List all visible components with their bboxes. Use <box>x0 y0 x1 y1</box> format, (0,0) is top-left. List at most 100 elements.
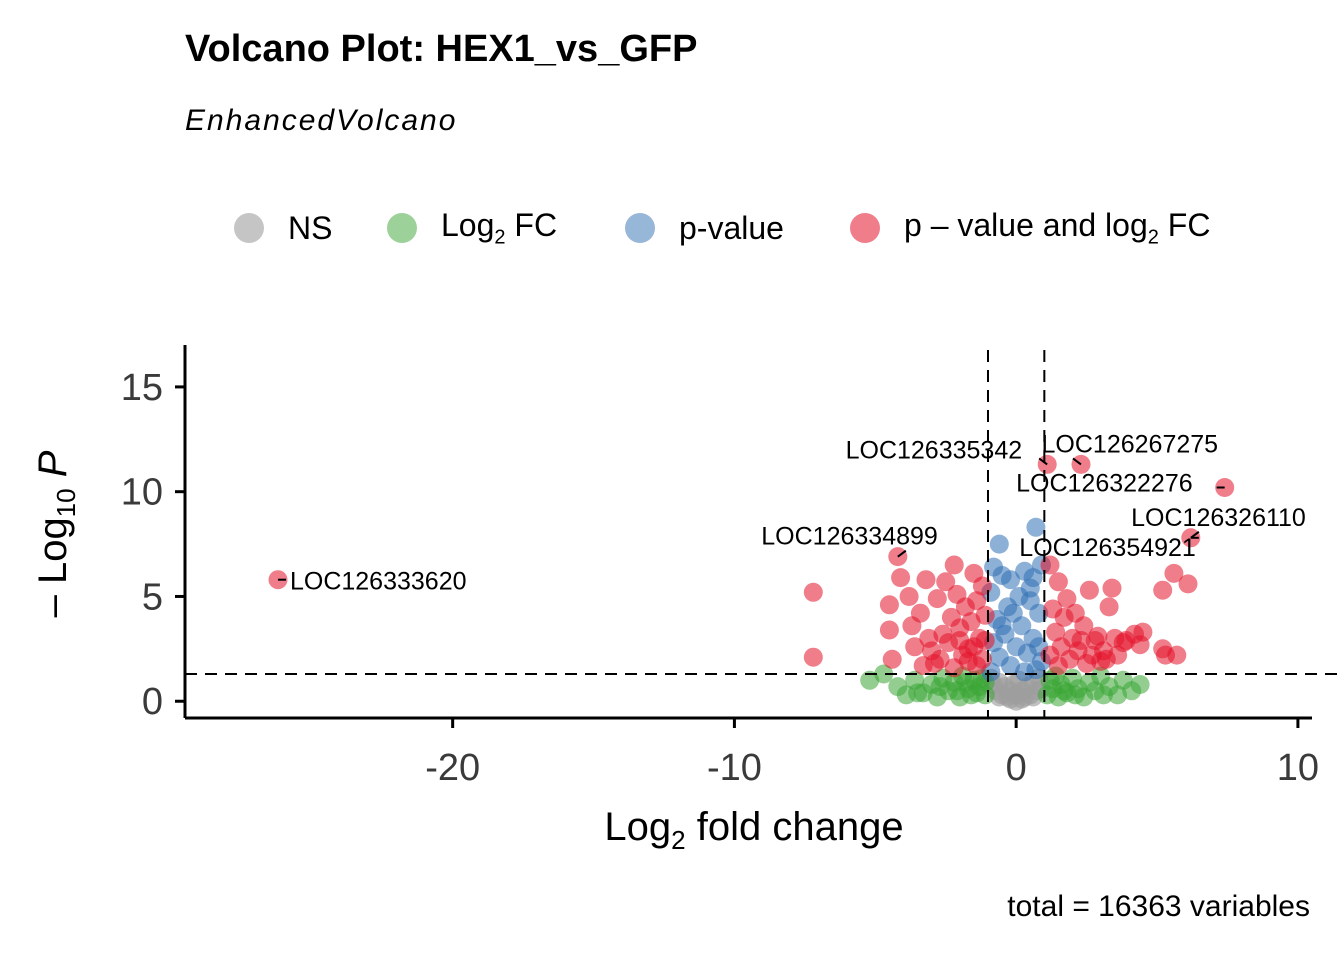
point-both-12 <box>916 570 936 590</box>
x-tick-label--10: -10 <box>707 747 762 789</box>
point-both-43 <box>1071 454 1091 474</box>
point-p-25 <box>1015 662 1035 682</box>
point-both-8 <box>899 587 919 606</box>
point-both-64 <box>1178 574 1198 594</box>
point-both-10 <box>905 637 925 657</box>
point-both-61 <box>1133 622 1153 642</box>
point-both-79 <box>1048 656 1068 676</box>
point-both-63 <box>1164 563 1184 583</box>
gene-label-6: LOC126354921 <box>1019 534 1196 562</box>
legend-swatch-pvalue <box>625 213 655 243</box>
point-both-82 <box>1096 649 1116 669</box>
gene-label-4: LOC126322276 <box>1016 469 1193 497</box>
point-p-27 <box>1020 578 1040 598</box>
point-both-30 <box>967 591 987 611</box>
gene-label-1: LOC126334899 <box>761 523 938 551</box>
legend-label-pvalue: p-value <box>679 209 784 246</box>
legend: NS Log2 FC p-value p – value and log2 FC <box>0 200 1344 260</box>
x-tick-label-10: 10 <box>1277 747 1319 789</box>
point-both-11 <box>910 603 930 623</box>
x-axis-title: Log2 fold change <box>604 805 903 855</box>
point-both-38 <box>944 658 964 678</box>
legend-label-log2fc: Log2 FC <box>441 206 558 249</box>
point-both-1 <box>803 582 823 602</box>
point-both-6 <box>879 620 899 640</box>
y-tick-label-0: 0 <box>142 681 163 723</box>
point-p-26 <box>992 616 1012 636</box>
point-both-34 <box>975 605 995 625</box>
chart-subtitle: EnhancedVolcano <box>185 104 458 137</box>
legend-swatch-ns <box>234 213 264 243</box>
point-fc-21 <box>930 677 950 697</box>
y-axis-title: – Log10 P <box>31 450 81 617</box>
point-both-16 <box>927 589 947 609</box>
point-both-32 <box>972 576 992 596</box>
gene-connector-3 <box>1072 457 1082 466</box>
axes: -20 -10 0 10 0 5 10 15 <box>121 345 1319 789</box>
point-fc-24 <box>955 672 975 692</box>
point-both-47 <box>1048 572 1068 592</box>
point-fc-22 <box>908 683 928 703</box>
point-both-83 <box>1113 633 1133 653</box>
point-both-2 <box>803 647 823 667</box>
point-both-67 <box>1167 645 1187 665</box>
cutoff-lines <box>185 350 1342 718</box>
point-both-51 <box>1079 580 1099 600</box>
point-both-18 <box>936 572 956 592</box>
point-ns-22 <box>989 687 1009 707</box>
point-ns-23 <box>1023 687 1043 707</box>
point-both-37 <box>930 649 950 669</box>
legend-item-pvalue: p-value <box>625 208 784 248</box>
legend-swatch-both <box>850 213 880 243</box>
point-p-1 <box>989 534 1009 554</box>
gene-label-0: LOC126333620 <box>290 568 467 596</box>
point-both-54 <box>1099 597 1119 617</box>
point-both-41 <box>950 631 970 650</box>
gene-label-2: LOC126335342 <box>846 436 1023 464</box>
y-tick-label-5: 5 <box>142 576 163 618</box>
point-both-44 <box>1215 478 1235 497</box>
point-both-57 <box>1102 578 1122 598</box>
y-tick-label-15: 15 <box>121 367 163 409</box>
point-both-69 <box>1046 622 1066 642</box>
legend-label-ns: NS <box>288 209 333 246</box>
point-both-80 <box>1071 631 1091 650</box>
point-both-5 <box>879 595 899 615</box>
x-tick-label-0: 0 <box>1006 747 1027 789</box>
legend-item-both: p – value and log2 FC <box>850 206 1211 249</box>
legend-item-ns: NS <box>234 208 332 248</box>
point-both-4 <box>891 568 911 588</box>
point-fc-43 <box>1094 685 1113 705</box>
point-both-35 <box>975 631 995 650</box>
point-both-42 <box>1037 454 1057 474</box>
points-layer <box>268 454 1235 711</box>
point-both-7 <box>882 649 902 669</box>
point-both-71 <box>1054 607 1074 627</box>
point-both-48 <box>1057 589 1077 609</box>
legend-swatch-log2fc <box>387 213 417 243</box>
legend-label-both: p – value and log2 FC <box>904 206 1211 249</box>
chart-title: Volcano Plot: HEX1_vs_GFP <box>185 28 698 70</box>
point-p-28 <box>1003 603 1023 623</box>
x-tick-label--20: -20 <box>425 747 480 789</box>
point-fc-45 <box>1054 681 1074 701</box>
point-fc-1 <box>874 664 894 684</box>
point-both-62 <box>1153 580 1173 600</box>
point-p-4 <box>1001 570 1020 590</box>
y-tick-label-10: 10 <box>121 472 163 514</box>
gene-label-3: LOC126267275 <box>1042 430 1219 458</box>
point-both-76 <box>1085 631 1105 650</box>
gene-label-5: LOC126326110 <box>1131 504 1306 532</box>
point-fc-42 <box>1130 675 1150 694</box>
chart-caption: total = 16363 variables <box>1007 890 1310 923</box>
gene-connector-2 <box>1038 457 1048 466</box>
point-both-36 <box>913 656 933 676</box>
legend-item-log2fc: Log2 FC <box>387 206 558 249</box>
gene-connector-1 <box>897 549 907 558</box>
point-p-0 <box>1026 517 1046 537</box>
point-both-50 <box>1074 616 1094 636</box>
point-both-21 <box>944 555 964 575</box>
point-both-40 <box>967 656 987 676</box>
gene-labels: LOC126333620 LOC126334899 LOC126335342 LOC1… <box>277 430 1306 596</box>
